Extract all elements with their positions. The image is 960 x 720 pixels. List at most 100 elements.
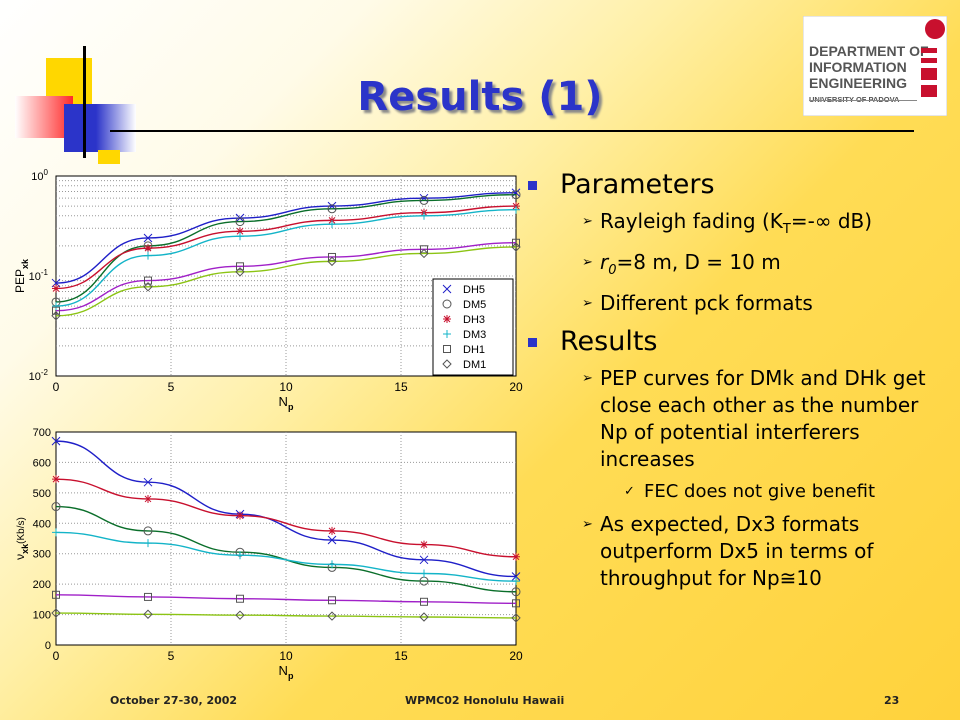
data-point-marker (235, 217, 245, 227)
slide-title: Results (1) (357, 74, 603, 120)
legend-label: DM3 (463, 329, 486, 341)
decorative-blue-square (64, 104, 98, 152)
logo-line-4: UNIVERSITY OF PADOVA (809, 95, 900, 104)
series-dh1 (52, 590, 520, 608)
arrow-bullet-icon: ➢ (582, 255, 593, 270)
data-point-marker (144, 251, 152, 260)
y-axis-label: PEPxk (13, 258, 30, 293)
x-axis-label-main: N (279, 394, 288, 409)
data-point-marker (235, 267, 245, 277)
legend-label: DH1 (463, 344, 485, 356)
arrow-bullet-icon: ➢ (582, 371, 593, 386)
data-point-marker (512, 205, 520, 214)
y-tick-exponent: 0 (44, 168, 49, 177)
y-tick-label: 100 (31, 168, 48, 183)
arrow-bullet-icon: ➢ (582, 214, 593, 229)
series-dm1 (51, 242, 521, 321)
sub-sub-bullet-fec: ✓ FEC does not give benefit (520, 479, 950, 505)
y-tick-label: 700 (33, 427, 51, 439)
y-tick-base: 10 (31, 171, 43, 183)
plot-area (55, 431, 517, 646)
series-dh5 (51, 436, 521, 581)
arrow-bullet-icon: ➢ (582, 517, 593, 532)
data-point-marker (512, 552, 520, 561)
data-point-marker (419, 195, 429, 205)
sub-bullet-formats: ➢ Different pck formats (582, 291, 813, 315)
data-point-marker (420, 597, 428, 606)
data-point-marker (52, 306, 60, 315)
series-line (55, 192, 517, 284)
data-point-marker (51, 436, 61, 446)
data-point-marker (236, 594, 244, 603)
series-dm1 (51, 608, 521, 623)
university-logo: DEPARTMENT OF INFORMATION ENGINEERING UN… (802, 15, 948, 117)
y-tick-label: 0 (45, 640, 51, 652)
logo-line-1: DEPARTMENT OF (809, 43, 929, 59)
x-tick-label: 20 (509, 380, 523, 394)
series-line (55, 531, 517, 582)
series-line (55, 440, 517, 578)
x-tick-label: 15 (394, 380, 408, 394)
y-tick-exponent: -2 (41, 368, 49, 377)
y-tick-label: 10-2 (29, 368, 49, 383)
x-axis-label-main: N (279, 663, 288, 678)
sub-bullet-dx3: ➢ As expected, Dx3 formats outperform Dx… (582, 512, 874, 590)
y-tick-label: 600 (33, 457, 51, 469)
data-point-marker (235, 610, 245, 620)
sub-bullet-pep-curves: ➢ PEP curves for DMk and DHk get close e… (582, 366, 926, 471)
series-line (55, 205, 517, 290)
legend-marker (443, 345, 451, 353)
grid (56, 176, 516, 376)
data-point-marker (52, 475, 60, 484)
data-point-marker (512, 577, 520, 586)
y-axis-label: νxk(Kb/s) (13, 517, 30, 560)
data-point-marker (52, 528, 60, 537)
x-tick-label: 5 (168, 380, 175, 394)
data-point-marker (144, 539, 152, 548)
series-line (55, 594, 517, 605)
data-point-marker (327, 256, 337, 267)
bullet-parameters: Parameters (520, 168, 950, 202)
data-point-marker (236, 262, 244, 271)
data-point-marker (420, 540, 428, 549)
footer-page-number: 23 (884, 694, 900, 707)
data-point-marker (144, 244, 152, 253)
y-axis-label-main: ν (13, 554, 27, 560)
data-point-marker (328, 560, 336, 569)
x-axis-label: Np (279, 394, 294, 412)
legend-label: DM1 (463, 359, 486, 371)
x-tick-label: 15 (394, 649, 408, 663)
x-axis-label: Np (279, 663, 294, 681)
arrow-bullet-icon: ➢ (582, 296, 593, 311)
legend-label: DH3 (463, 314, 485, 326)
legend-marker (442, 359, 452, 369)
data-point-marker (511, 613, 521, 623)
data-point-marker (511, 190, 521, 200)
y-tick-label: 500 (33, 488, 51, 500)
y-tick-base: 10 (29, 271, 41, 283)
data-point-marker (327, 204, 337, 214)
legend-marker (443, 315, 451, 323)
decorative-blue-gradient-square (96, 104, 136, 152)
data-point-marker (327, 535, 337, 545)
data-point-marker (511, 242, 521, 252)
x-tick-label: 10 (279, 380, 293, 394)
logo-graphic: DEPARTMENT OF INFORMATION ENGINEERING UN… (802, 15, 948, 117)
data-point-marker (51, 311, 61, 321)
data-point-marker (52, 284, 60, 293)
data-point-marker (144, 592, 152, 601)
logo-line-2: INFORMATION (809, 59, 907, 75)
data-point-marker (511, 587, 521, 597)
bullet-results: Results (520, 325, 950, 359)
data-point-marker (51, 502, 61, 512)
data-point-marker (236, 511, 244, 520)
data-point-marker (143, 526, 153, 536)
y-tick-label: 300 (33, 549, 51, 561)
data-point-marker (143, 282, 153, 292)
data-point-marker (327, 611, 337, 621)
data-point-marker (144, 276, 152, 285)
data-point-marker (419, 555, 429, 565)
data-point-marker (236, 232, 244, 241)
data-point-marker (143, 609, 153, 619)
